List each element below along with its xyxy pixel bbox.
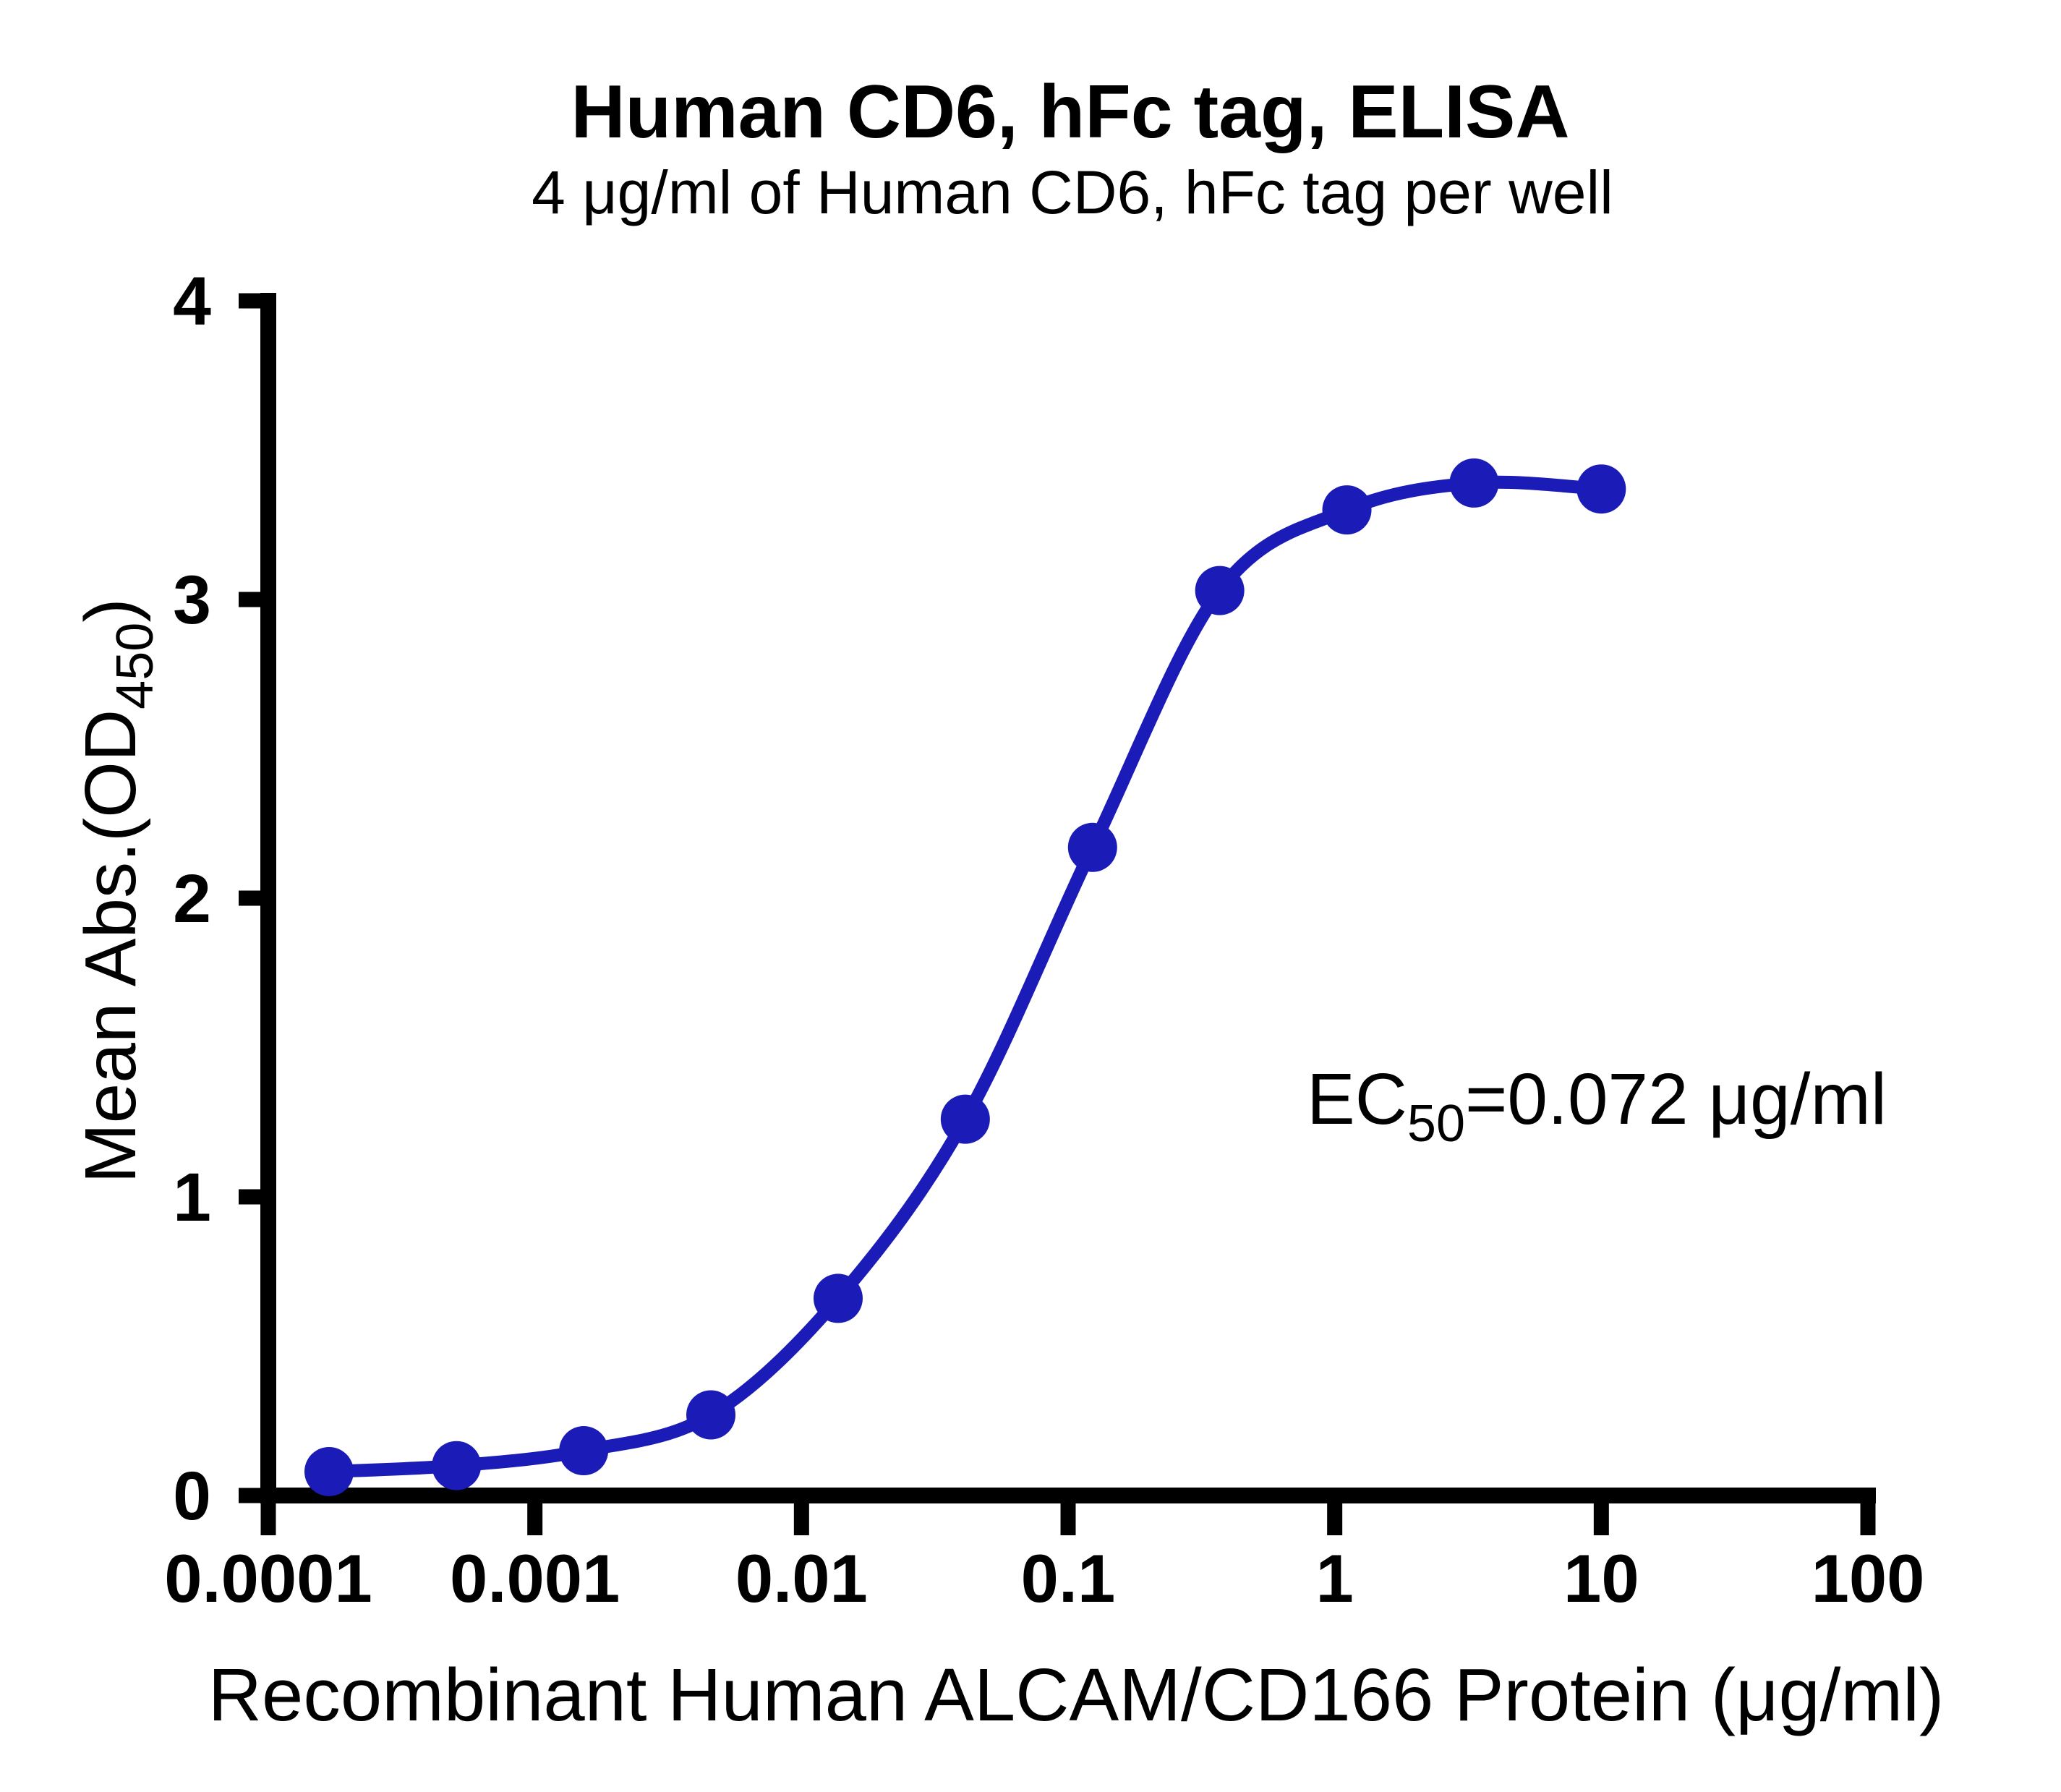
data-point (304, 1446, 354, 1496)
y-tick-label: 2 (173, 861, 211, 937)
data-point (686, 1390, 736, 1440)
x-axis-label: Recombinant Human ALCAM/CD166 Protein (μ… (208, 1653, 1945, 1736)
data-point (1067, 822, 1117, 872)
y-axis-label-text: Mean Abs.(OD (70, 709, 151, 1184)
y-tick-label: 1 (173, 1159, 211, 1236)
chart-subtitle: 4 μg/ml of Human CD6, hFc tag per well (532, 158, 1613, 226)
x-tick-label: 10 (1563, 1540, 1639, 1616)
ec50-annotation-subscript: 50 (1407, 1095, 1466, 1153)
y-axis-label: Mean Abs.(OD450) (70, 598, 164, 1183)
x-tick-label: 0.001 (450, 1540, 620, 1616)
data-point (1195, 566, 1245, 615)
data-point (940, 1094, 990, 1144)
x-tick-label: 0.01 (735, 1540, 868, 1616)
ec50-annotation-text: EC (1307, 1059, 1407, 1140)
y-tick-label: 3 (173, 562, 211, 639)
data-point (813, 1273, 863, 1323)
data-point (1576, 464, 1626, 514)
data-point (559, 1426, 609, 1476)
ec50-annotation: EC50=0.072 μg/ml (1307, 1063, 1887, 1150)
y-axis-label-subscript: 450 (106, 622, 164, 709)
x-tick-label: 0.1 (1021, 1540, 1116, 1616)
data-point (432, 1441, 482, 1490)
data-point (1449, 458, 1499, 508)
y-axis-label-close: ) (70, 598, 151, 623)
fit-curve (323, 475, 1608, 1478)
data-point (1322, 485, 1372, 535)
x-tick-label: 1 (1316, 1540, 1354, 1616)
chart-title: Human CD6, hFc tag, ELISA (571, 70, 1570, 154)
y-tick-label: 4 (173, 263, 211, 340)
ec50-annotation-value: =0.072 μg/ml (1465, 1059, 1887, 1140)
x-tick-label: 100 (1812, 1540, 1925, 1616)
x-tick-label: 0.0001 (164, 1540, 372, 1616)
y-tick-label: 0 (173, 1458, 211, 1535)
